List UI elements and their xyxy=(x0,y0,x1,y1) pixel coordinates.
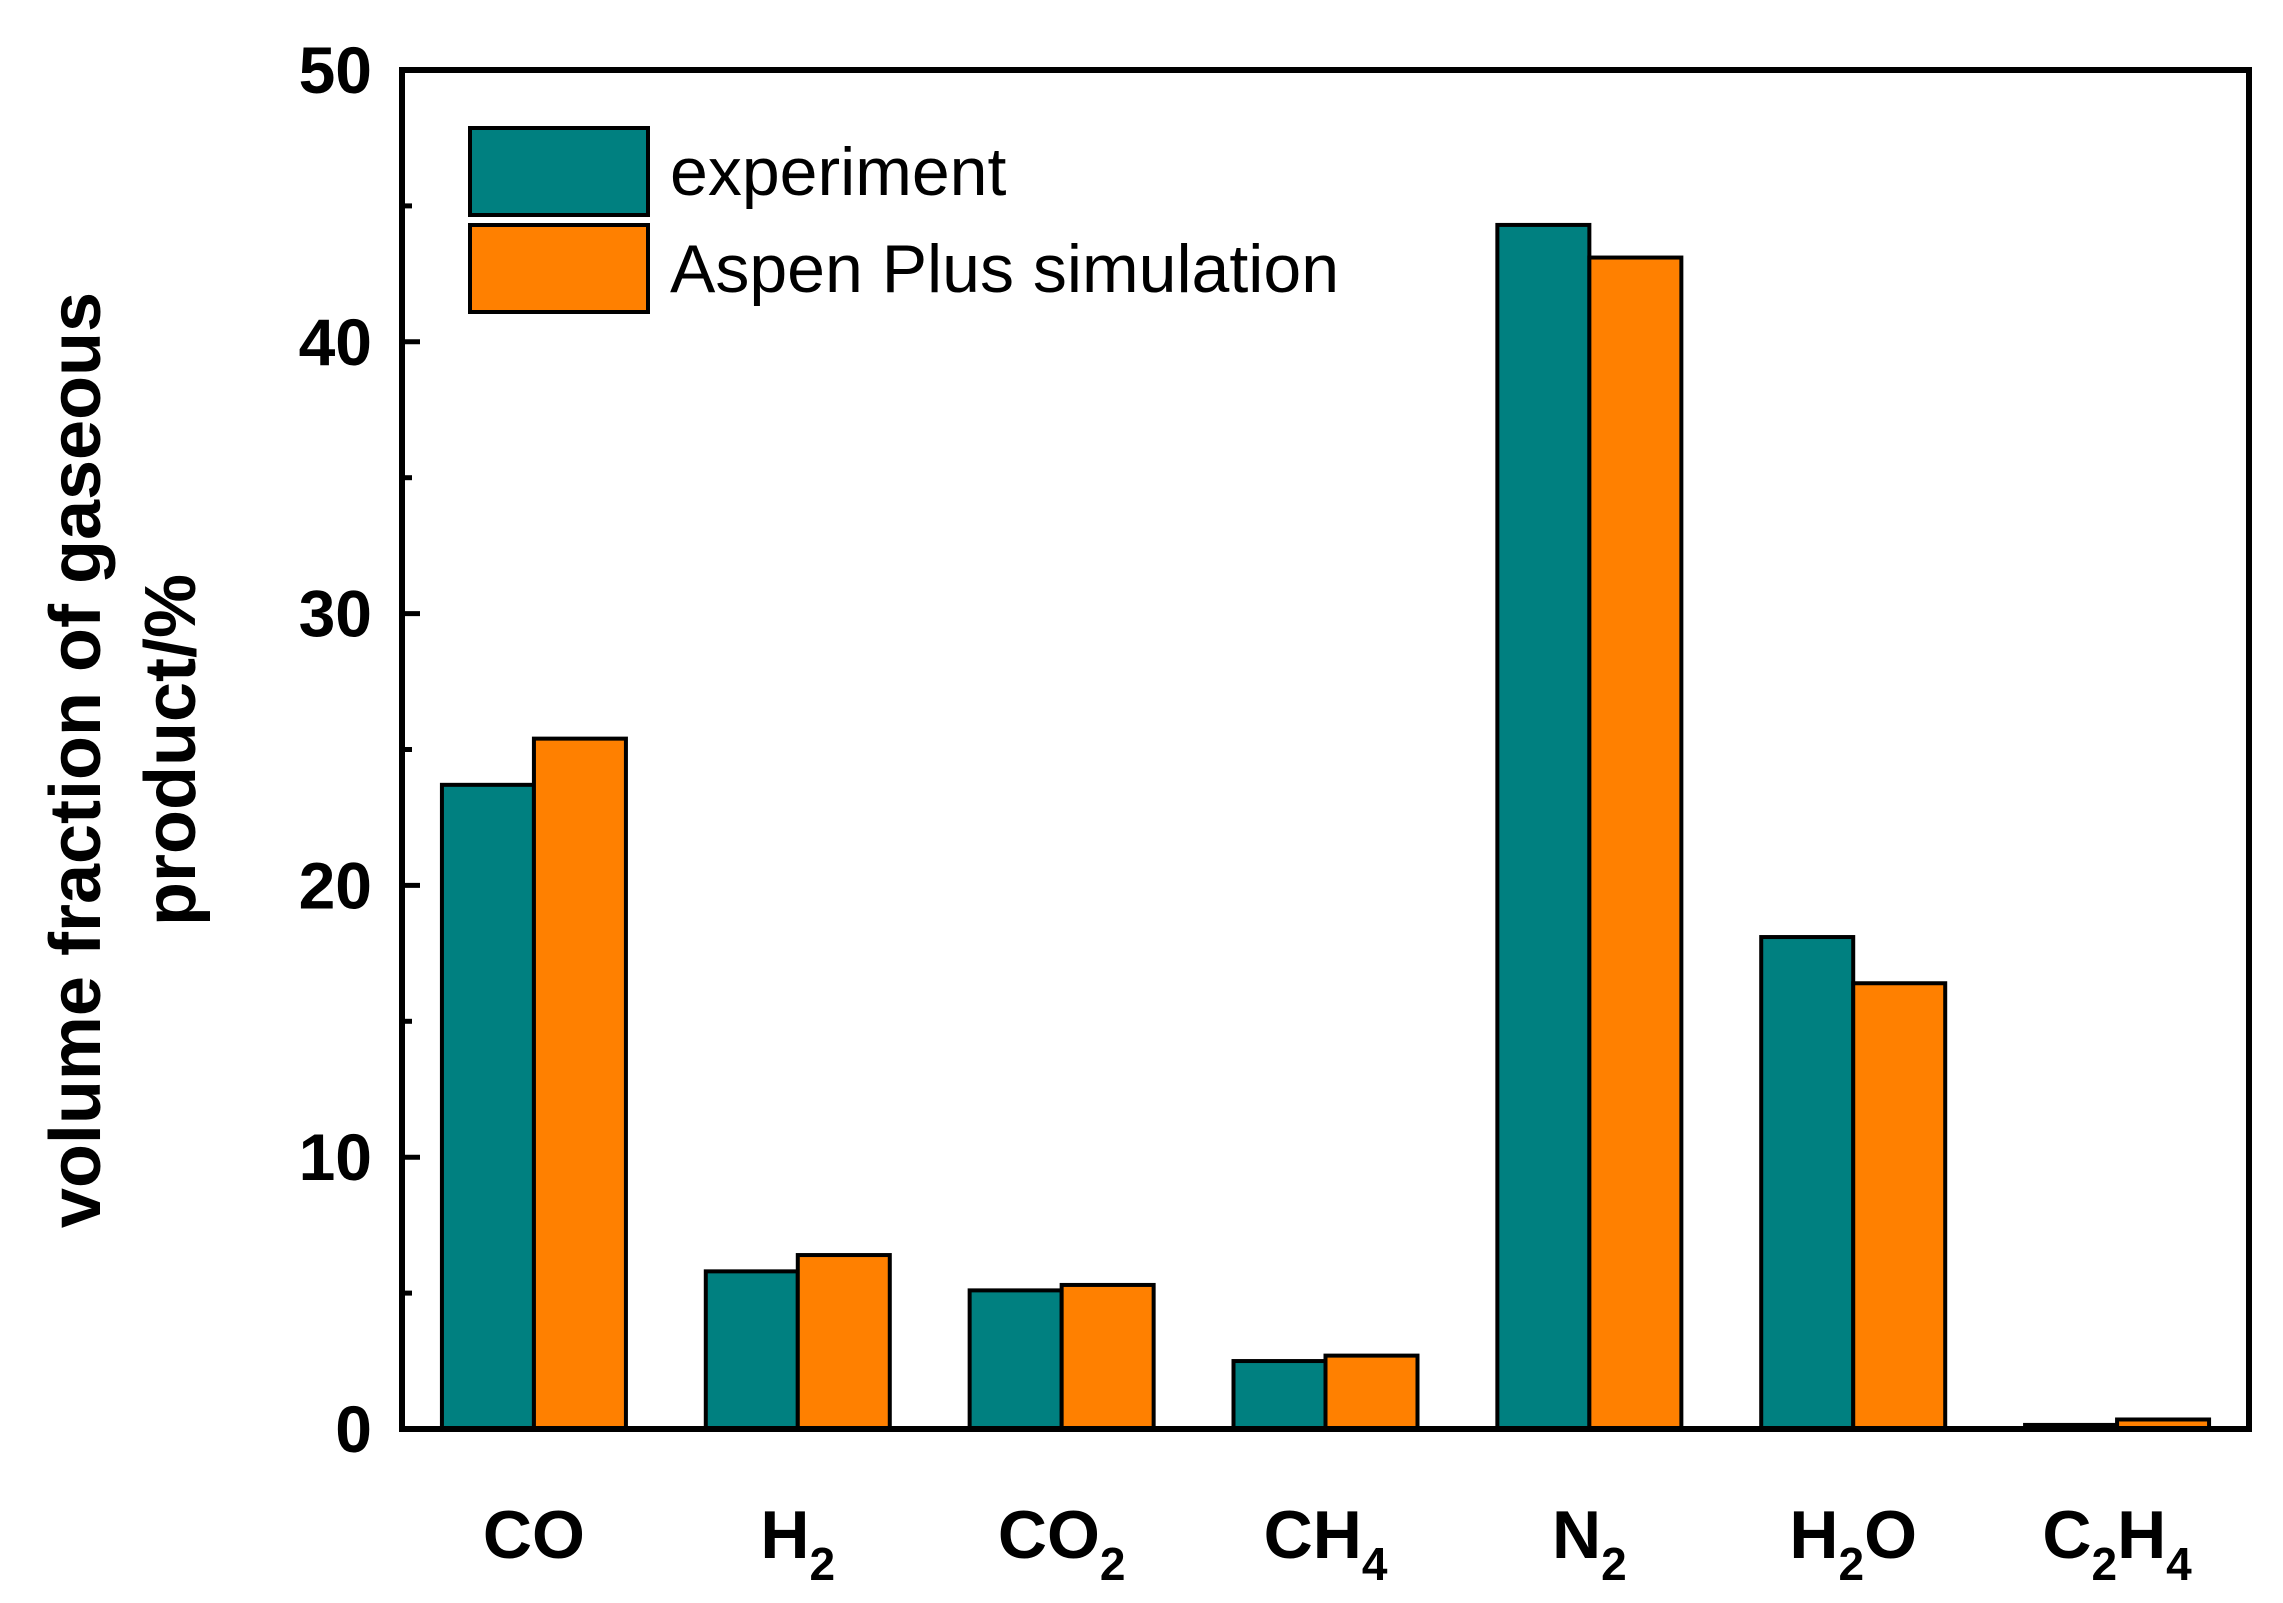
bar-experiment-co xyxy=(439,782,536,1431)
bar-simulation-co xyxy=(531,736,628,1431)
legend-label-experiment: experiment xyxy=(670,134,1006,210)
bar-experiment-n2 xyxy=(1495,222,1592,1431)
y-tick-label: 0 xyxy=(335,1392,372,1466)
bar-experiment-h2 xyxy=(703,1269,800,1431)
x-tick-label-c2h4: C2H4 xyxy=(2042,1497,2192,1590)
x-axis: CO H2 CO2 CH4 N2 H2O C2H4 xyxy=(483,1497,2192,1590)
y-axis-title: volume fraction of gaseous product/% xyxy=(36,272,211,1228)
bar-simulation-h2o xyxy=(1851,981,1948,1431)
legend: experiment Aspen Plus simulation xyxy=(468,126,1339,314)
x-tick-label-ch4: CH4 xyxy=(1264,1497,1388,1590)
bar-experiment-h2o xyxy=(1759,935,1856,1431)
y-tick-label: 40 xyxy=(299,305,372,379)
x-tick-label-co2: CO2 xyxy=(998,1497,1126,1590)
y-tick-label: 20 xyxy=(299,848,372,922)
bar-experiment-ch4 xyxy=(1231,1359,1328,1432)
y-axis-title-line-2: product/% xyxy=(131,574,211,926)
legend-label-simulation: Aspen Plus simulation xyxy=(670,231,1339,307)
bar-simulation-h2 xyxy=(795,1253,892,1431)
bar-simulation-ch4 xyxy=(1323,1353,1420,1432)
x-tick-label-h2o: H2O xyxy=(1789,1497,1917,1590)
bars-layer xyxy=(439,222,2212,1432)
x-tick-label-h2: H2 xyxy=(760,1497,835,1590)
x-tick-label-co: CO xyxy=(483,1497,585,1573)
y-tick-label: 30 xyxy=(299,577,372,651)
y-tick-label: 50 xyxy=(299,33,372,107)
legend-swatch-simulation xyxy=(468,223,650,314)
bar-experiment-co2 xyxy=(967,1288,1064,1431)
bar-simulation-n2 xyxy=(1587,255,1684,1431)
y-axis-title-line-1: volume fraction of gaseous xyxy=(36,292,116,1228)
bar-simulation-co2 xyxy=(1059,1282,1156,1432)
legend-swatch-experiment xyxy=(468,126,650,217)
x-tick-label-n2: N2 xyxy=(1552,1497,1627,1590)
y-tick-label: 10 xyxy=(299,1120,372,1194)
y-axis: 0 10 20 30 40 50 xyxy=(299,33,420,1466)
